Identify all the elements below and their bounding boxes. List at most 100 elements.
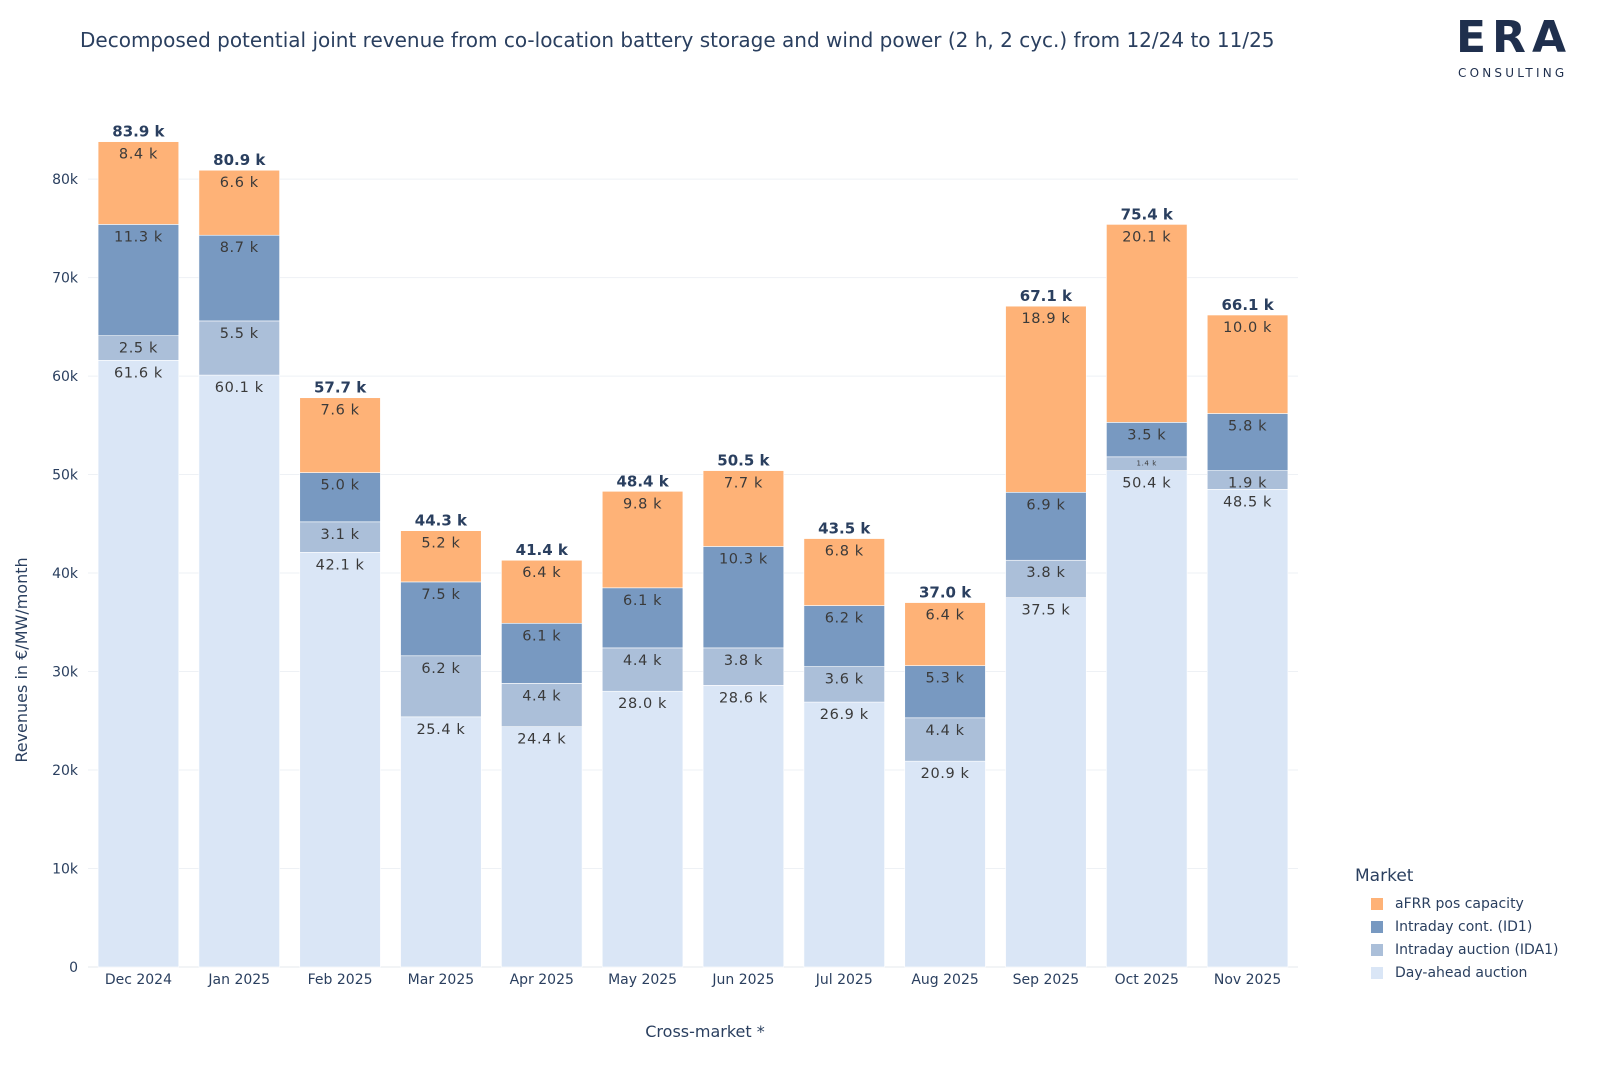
bar-value-label: 11.3 k [114, 229, 163, 245]
legend-item-ida1[interactable]: Intraday auction (IDA1) [1355, 938, 1559, 961]
bar-total-label: 44.3 k [415, 512, 468, 530]
bar-value-label: 60.1 k [215, 380, 264, 396]
bar-value-label: 6.4 k [522, 565, 561, 581]
bar-value-label: 3.8 k [724, 653, 763, 669]
legend-swatch-id1 [1371, 920, 1383, 933]
bar-segment [1206, 489, 1289, 968]
bar-value-label: 6.6 k [220, 175, 259, 191]
y-axis-ticks: 0 10k 20k 30k 40k 50k 60k 70k 80k [52, 172, 79, 976]
x-tick-label: Jan 2025 [207, 972, 270, 988]
y-tick-label: 70k [52, 271, 79, 287]
x-tick-label: Mar 2025 [408, 972, 475, 988]
bar-segment [198, 320, 280, 376]
bar-value-label: 24.4 k [517, 732, 566, 748]
bar-value-label: 7.6 k [321, 403, 360, 419]
bar-segment [400, 655, 482, 718]
legend-item-day-ahead[interactable]: Day-ahead auction [1355, 961, 1559, 984]
bar-total-label: 67.1 k [1020, 287, 1073, 305]
bar-segment [1005, 491, 1087, 561]
bar-value-label: 2.5 k [119, 341, 158, 357]
bar-segment [501, 622, 583, 684]
bar-value-label: 50.4 k [1122, 476, 1171, 492]
legend: Market aFRR pos capacity Intraday cont. … [1355, 866, 1559, 984]
gridlines [88, 178, 1298, 968]
x-tick-label: Sep 2025 [1013, 972, 1079, 988]
bar-segment [97, 360, 180, 968]
bar-segment [803, 538, 885, 606]
x-tick-label: Feb 2025 [308, 972, 373, 988]
bar-segment [601, 587, 684, 649]
y-tick-label: 30k [52, 665, 79, 681]
bar-segment [1005, 559, 1087, 598]
bar-value-label: 7.7 k [724, 476, 763, 492]
bar-value-label: 28.0 k [618, 696, 667, 712]
bar-segment [904, 760, 986, 968]
bar-total-label: 75.4 k [1121, 205, 1174, 223]
bar-segment [501, 683, 583, 727]
bar-value-label: 20.1 k [1122, 229, 1171, 245]
bar-segment [198, 234, 280, 322]
logo-word: ERA [1456, 12, 1572, 63]
x-tick-label: Dec 2024 [105, 972, 172, 988]
legend-title: Market [1355, 866, 1414, 886]
x-tick-label: Oct 2025 [1115, 972, 1179, 988]
bar-value-label: 5.3 k [926, 671, 965, 687]
bar-segment [702, 685, 785, 968]
bar-value-label: 25.4 k [416, 722, 465, 738]
bar-value-label: 61.6 k [114, 365, 163, 381]
bar-value-label: 4.4 k [926, 723, 965, 739]
y-tick-label: 50k [52, 468, 79, 484]
bar-value-label: 9.8 k [623, 496, 662, 512]
bar-total-label: 43.5 k [818, 520, 871, 538]
bar-segment [702, 546, 785, 649]
bar-total-label: 50.5 k [717, 452, 770, 470]
bar-segment [198, 169, 280, 236]
bar-value-label: 18.9 k [1021, 311, 1070, 327]
bar-value-label: 6.1 k [623, 593, 662, 609]
bar-value-label: 48.5 k [1223, 494, 1272, 510]
bar-total-label: 80.9 k [213, 151, 266, 169]
bar-segment [198, 374, 280, 968]
x-tick-label: Jul 2025 [815, 972, 873, 988]
bar-value-label: 42.1 k [316, 557, 365, 573]
x-axis-ticks: Dec 2024 Jan 2025 Feb 2025 Mar 2025 Apr 2025… [105, 972, 1281, 988]
bar-segment [904, 665, 986, 719]
y-tick-label: 60k [52, 369, 79, 385]
legend-label: Day-ahead auction [1395, 964, 1528, 981]
y-tick-label: 0 [69, 960, 78, 976]
bars: 61.6 k 2.5 k 11.3 k 8.4 k 83.9 k 60.1 k 5.5 k 8… [97, 123, 1289, 968]
y-tick-label: 80k [52, 172, 79, 188]
bar-value-label: 3.8 k [1026, 565, 1065, 581]
legend-item-id1[interactable]: Intraday cont. (ID1) [1355, 915, 1559, 938]
bar-segment [97, 224, 180, 336]
bar-total-label: 37.0 k [919, 584, 972, 602]
x-axis-label: Cross-market * [645, 1022, 765, 1041]
x-tick-label: Nov 2025 [1214, 972, 1281, 988]
bar-value-label: 6.1 k [522, 628, 561, 644]
bar-value-label: 7.5 k [421, 587, 460, 603]
bar-total-label: 41.4 k [516, 541, 569, 559]
y-tick-label: 10k [52, 862, 79, 878]
x-tick-label: Jun 2025 [711, 972, 774, 988]
bar-segment [601, 690, 684, 968]
bar-segment [400, 530, 482, 583]
bar-total-label: 83.9 k [112, 123, 165, 141]
bar-segment [601, 491, 684, 589]
bar-segment [1106, 470, 1188, 968]
bar-value-label: 6.8 k [825, 544, 864, 560]
bar-value-label: 10.0 k [1223, 320, 1272, 336]
bar-segment [1106, 422, 1188, 458]
bar-segment [501, 559, 583, 624]
era-logo: ERA CONSULTING [1456, 14, 1586, 84]
bar-value-label: 5.0 k [321, 478, 360, 494]
legend-swatch-day-ahead [1371, 966, 1383, 979]
bar-total-label: 48.4 k [616, 472, 669, 490]
bar-value-label: 1.9 k [1228, 476, 1267, 492]
x-tick-label: Aug 2025 [911, 972, 978, 988]
bar-value-label: 5.8 k [1228, 418, 1267, 434]
bar-segment [299, 521, 381, 553]
bar-value-label: 3.1 k [321, 527, 360, 543]
legend-label: Intraday auction (IDA1) [1395, 941, 1559, 958]
legend-item-afrr[interactable]: aFRR pos capacity [1355, 892, 1559, 915]
